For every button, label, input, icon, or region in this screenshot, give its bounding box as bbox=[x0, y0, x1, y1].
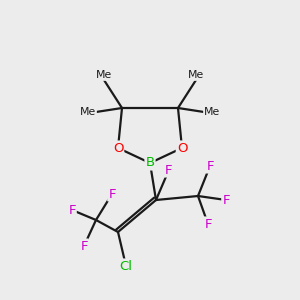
Text: F: F bbox=[108, 188, 116, 200]
Text: Me: Me bbox=[204, 107, 220, 117]
Text: B: B bbox=[146, 157, 154, 169]
Text: O: O bbox=[113, 142, 123, 154]
Text: O: O bbox=[177, 142, 187, 154]
Text: F: F bbox=[164, 164, 172, 176]
Text: Me: Me bbox=[96, 70, 112, 80]
Text: F: F bbox=[204, 218, 212, 230]
Text: F: F bbox=[68, 203, 76, 217]
Text: F: F bbox=[206, 160, 214, 172]
Text: Me: Me bbox=[188, 70, 204, 80]
Text: Me: Me bbox=[80, 107, 96, 117]
Text: F: F bbox=[222, 194, 230, 206]
Text: Cl: Cl bbox=[119, 260, 133, 272]
Text: F: F bbox=[80, 239, 88, 253]
